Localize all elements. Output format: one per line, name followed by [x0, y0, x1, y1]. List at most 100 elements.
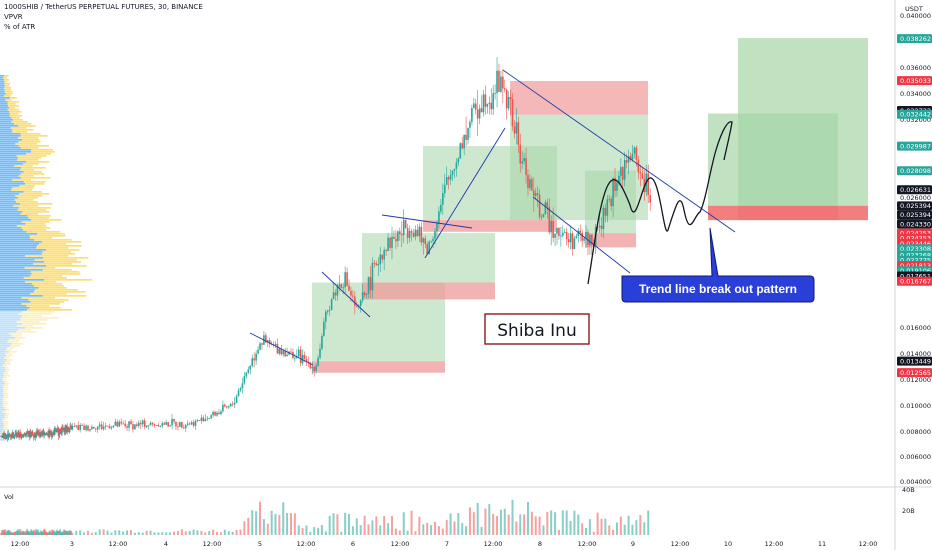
time-tick: 12:00 — [391, 540, 410, 548]
candle-body — [365, 294, 368, 295]
vp-bar-buy — [0, 119, 14, 121]
vp-bar-buy — [0, 143, 16, 145]
price-badge-label: 0.025394 — [900, 202, 931, 210]
candle-body — [589, 234, 591, 246]
candle-body — [440, 204, 442, 212]
vp-bar-buy — [0, 125, 19, 127]
candle-body — [122, 423, 124, 425]
loss-zone — [510, 81, 648, 115]
vp-bar-buy — [0, 391, 4, 393]
vp-bar-buy — [0, 407, 4, 409]
vp-bar-buy — [0, 145, 19, 147]
vp-bar-sell — [22, 211, 50, 213]
price-badge-label: 0.032442 — [900, 111, 931, 119]
vp-bar-sell — [2, 405, 6, 407]
candle-body — [52, 431, 54, 435]
vp-bar-buy — [0, 331, 17, 333]
vp-bar-sell — [34, 259, 77, 261]
vp-bar-sell — [46, 249, 80, 251]
candle-body — [536, 193, 539, 195]
candle-body — [266, 340, 269, 343]
candle-body — [457, 158, 460, 163]
vp-bar-buy — [0, 421, 3, 423]
candle-body — [585, 231, 587, 239]
vp-bar-sell — [29, 235, 66, 237]
candle-body — [478, 108, 481, 119]
candle-body — [565, 232, 568, 240]
trendline — [502, 69, 736, 233]
volume-bar — [305, 525, 308, 535]
volume-bar — [387, 523, 390, 535]
candle-body — [56, 429, 58, 431]
vp-bar-buy — [0, 257, 44, 259]
vp-bar-buy — [0, 213, 21, 215]
candle-body — [367, 277, 370, 295]
volume-bar — [472, 512, 475, 535]
candle-body — [608, 198, 611, 200]
volume-bar — [129, 530, 132, 535]
candle-body — [198, 420, 201, 421]
volume-bar — [484, 508, 487, 535]
vp-bar-sell — [13, 205, 39, 207]
annotations: Shiba Inu Trend line break out pattern — [484, 227, 815, 345]
vp-bar-sell — [44, 279, 93, 281]
volume-tick: 20B — [902, 507, 915, 515]
volume-bar — [577, 514, 580, 535]
candle-body — [319, 348, 321, 358]
candle-body — [157, 424, 160, 427]
candle-body — [635, 147, 638, 160]
title-box — [484, 313, 590, 345]
candle-body — [625, 160, 628, 163]
volume-bar — [608, 525, 611, 535]
indicator-atr-label[interactable]: % of ATR — [4, 23, 36, 31]
candle-body — [621, 167, 624, 180]
candle-body — [61, 426, 63, 433]
candle-body — [10, 436, 12, 438]
candle-body — [33, 434, 35, 438]
candle-body — [186, 423, 189, 425]
volume-bar — [165, 532, 168, 535]
volume-bar — [86, 531, 89, 535]
vp-bar-sell — [12, 131, 28, 133]
volume-bar — [4, 529, 7, 535]
time-axis: 12:00 3 12:00 4 12:00 5 12:00 6 12:00 7 12:00 8 12:0… — [11, 540, 878, 548]
volume-bar — [519, 514, 522, 535]
volume-bar — [596, 512, 599, 535]
candle-body — [525, 158, 527, 175]
vp-bar-buy — [0, 319, 20, 321]
volume-bar — [274, 513, 277, 535]
vp-bar-buy — [0, 259, 35, 261]
vp-bar-buy — [0, 369, 6, 371]
vp-bar-sell — [34, 239, 72, 241]
candle-body — [21, 436, 23, 438]
vp-bar-sell — [23, 163, 40, 165]
volume-bar — [317, 527, 320, 535]
volume-profile — [0, 75, 93, 441]
projection-line — [587, 121, 733, 285]
candle-body — [8, 433, 11, 435]
candle-body — [414, 229, 417, 237]
symbol-title[interactable]: 1000SHIB / TetherUS PERPETUAL FUTURES, 3… — [4, 3, 203, 11]
vp-bar-sell — [18, 137, 39, 139]
vp-bar-buy — [0, 115, 10, 117]
vp-bar-buy — [0, 403, 4, 405]
indicator-vpvr-label[interactable]: VPVR — [4, 13, 23, 21]
vp-bar-sell — [7, 109, 20, 111]
candle-body — [138, 422, 140, 426]
candle-body — [214, 411, 216, 416]
candle-body — [206, 418, 209, 420]
candle-body — [546, 202, 549, 207]
vp-bar-buy — [0, 187, 13, 189]
vp-bar-sell — [7, 101, 19, 103]
candle-body — [432, 238, 434, 241]
candle-body — [50, 431, 52, 434]
candle-body — [556, 227, 558, 234]
volume-bar — [468, 507, 471, 535]
candle-body — [65, 425, 67, 432]
volume-bar — [538, 516, 541, 535]
vp-bar-buy — [0, 179, 13, 181]
vp-bar-sell — [4, 87, 12, 89]
candle-body — [346, 272, 348, 286]
